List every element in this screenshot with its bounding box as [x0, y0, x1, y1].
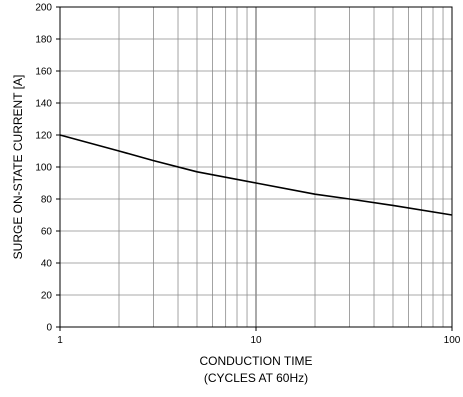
y-tick-label: 0: [46, 323, 52, 334]
x-tick-label: 1: [57, 335, 63, 346]
y-tick-label: 60: [41, 227, 53, 238]
y-tick-label: 80: [41, 195, 53, 206]
x-axis-title-line1: CONDUCTION TIME: [199, 354, 312, 368]
x-tick-label: 100: [444, 335, 461, 346]
y-tick-label: 20: [41, 291, 53, 302]
y-tick-label: 160: [35, 67, 52, 78]
y-tick-label: 180: [35, 35, 52, 46]
y-tick-label: 140: [35, 99, 52, 110]
x-tick-label: 10: [250, 335, 262, 346]
y-tick-label: 40: [41, 259, 53, 270]
y-tick-label: 100: [35, 163, 52, 174]
series-line: [59, 134, 453, 216]
y-axis-title: SURGE ON-STATE CURRENT [A]: [11, 75, 25, 260]
tick-labels: 0 20 40 60 80 100 120 140 160 180 200 1 10 100: [35, 3, 460, 347]
y-tick-label: 120: [35, 131, 52, 142]
grid-lines: [60, 6, 452, 328]
y-tick-label: 200: [35, 3, 52, 14]
x-axis-title-line2: (CYCLES AT 60Hz): [204, 371, 308, 385]
